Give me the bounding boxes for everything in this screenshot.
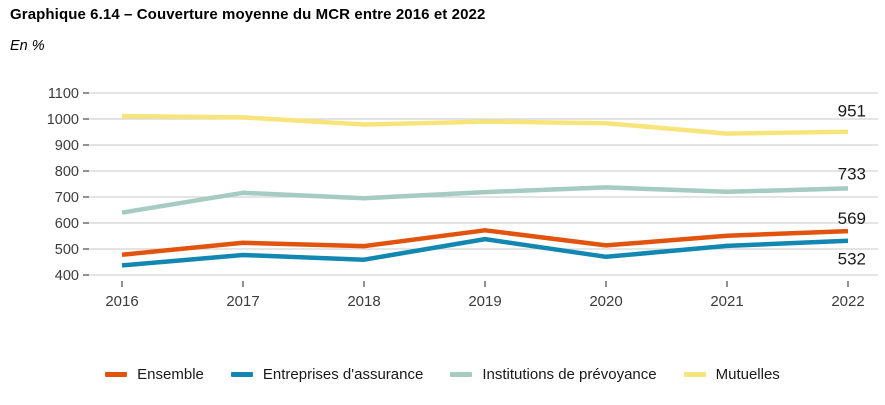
y-axis-label: 1000	[47, 112, 79, 128]
end-value-label-prevoyance: 733	[838, 164, 866, 183]
legend-item-prevoyance: Institutions de prévoyance	[450, 366, 657, 383]
end-value-label-mutuelles: 951	[838, 102, 866, 121]
legend-label: Mutuelles	[715, 366, 780, 383]
x-axis-label: 2020	[589, 293, 622, 310]
legend-label: Institutions de prévoyance	[482, 366, 657, 383]
end-value-label-assurance: 532	[838, 250, 866, 269]
y-axis-label: 900	[55, 138, 79, 154]
y-axis-label: 1100	[48, 86, 79, 102]
series-line-mutuelles	[121, 113, 849, 136]
legend-swatch-icon	[450, 372, 473, 377]
x-axis-label: 2019	[468, 293, 501, 310]
chart-legend: Ensemble Entreprises d'assurance Instituti…	[0, 366, 885, 383]
x-axis-label: 2018	[347, 293, 380, 310]
y-axis-label: 700	[55, 190, 79, 206]
mcr-coverage-line-chart: 400 500 600 700 800 900 1000 1100 2016 2017 2018 20…	[47, 86, 878, 310]
legend-swatch-icon	[230, 372, 253, 377]
end-value-label-ensemble: 569	[838, 209, 866, 228]
x-axis-label: 2017	[226, 293, 259, 310]
x-axis-label: 2016	[105, 293, 138, 310]
legend-item-assurance: Entreprises d'assurance	[230, 366, 424, 383]
legend-swatch-icon	[683, 372, 706, 377]
y-axis-label: 500	[55, 242, 79, 258]
series-line-assurance	[121, 236, 849, 268]
chart-title: Graphique 6.14 – Couverture moyenne du M…	[10, 6, 486, 23]
legend-swatch-icon	[105, 372, 128, 377]
legend-label: Entreprises d'assurance	[262, 366, 424, 383]
chart-unit-label: En %	[10, 38, 45, 54]
chart-area: 400 500 600 700 800 900 1000 1100 2016 2017 2018 20…	[0, 70, 885, 320]
legend-item-ensemble: Ensemble	[105, 366, 204, 383]
legend-label: Ensemble	[137, 366, 204, 383]
x-axis-label: 2021	[710, 293, 743, 310]
x-axis-label: 2022	[831, 293, 864, 310]
series-line-ensemble	[121, 228, 849, 257]
series-line-prevoyance	[121, 185, 849, 215]
y-axis-label: 800	[55, 164, 79, 180]
legend-item-mutuelles: Mutuelles	[683, 366, 780, 383]
y-axis-label: 600	[55, 216, 79, 232]
y-axis-label: 400	[55, 268, 79, 284]
